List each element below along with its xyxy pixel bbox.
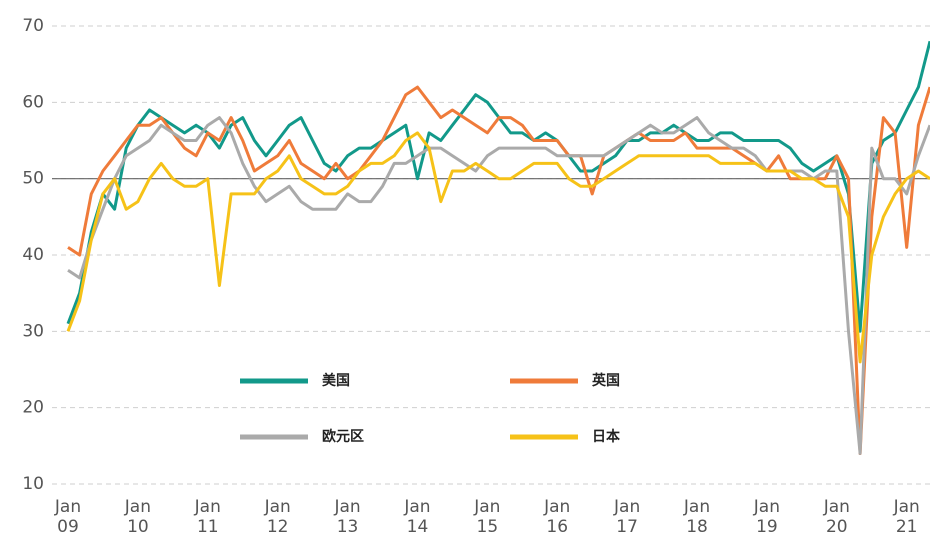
x-tick-label: Jan 11 xyxy=(194,497,221,537)
x-tick-label: Jan 13 xyxy=(334,497,361,537)
y-tick-label: 20 xyxy=(22,398,44,418)
line-series xyxy=(67,85,930,455)
x-tick-label: Jan 18 xyxy=(683,497,711,537)
legend-label: 日本 xyxy=(592,428,621,445)
y-tick-label: 60 xyxy=(22,92,44,112)
x-tick-label: Jan 21 xyxy=(893,497,920,537)
y-tick-label: 30 xyxy=(22,321,44,341)
x-tick-label: Jan 19 xyxy=(753,497,781,537)
line-series xyxy=(66,131,930,364)
legend-label: 英国 xyxy=(591,372,620,389)
x-tick-label: Jan 16 xyxy=(544,497,571,537)
line-series xyxy=(67,116,930,455)
x-tick-label: Jan 09 xyxy=(54,497,82,537)
y-tick-label: 10 xyxy=(22,474,44,494)
legend-label: 欧元区 xyxy=(322,428,364,445)
x-tick-label: Jan 10 xyxy=(124,497,151,537)
y-tick-label: 70 xyxy=(22,16,44,36)
x-tick-label: Jan 17 xyxy=(614,497,641,537)
legend-label: 美国 xyxy=(322,372,350,389)
x-tick-label: Jan 12 xyxy=(264,497,291,537)
y-tick-label: 40 xyxy=(22,245,44,265)
y-tick-label: 50 xyxy=(22,169,44,189)
x-tick-label: Jan 20 xyxy=(823,497,850,537)
x-tick-label: Jan 14 xyxy=(404,497,431,537)
x-tick-label: Jan 15 xyxy=(474,497,501,537)
